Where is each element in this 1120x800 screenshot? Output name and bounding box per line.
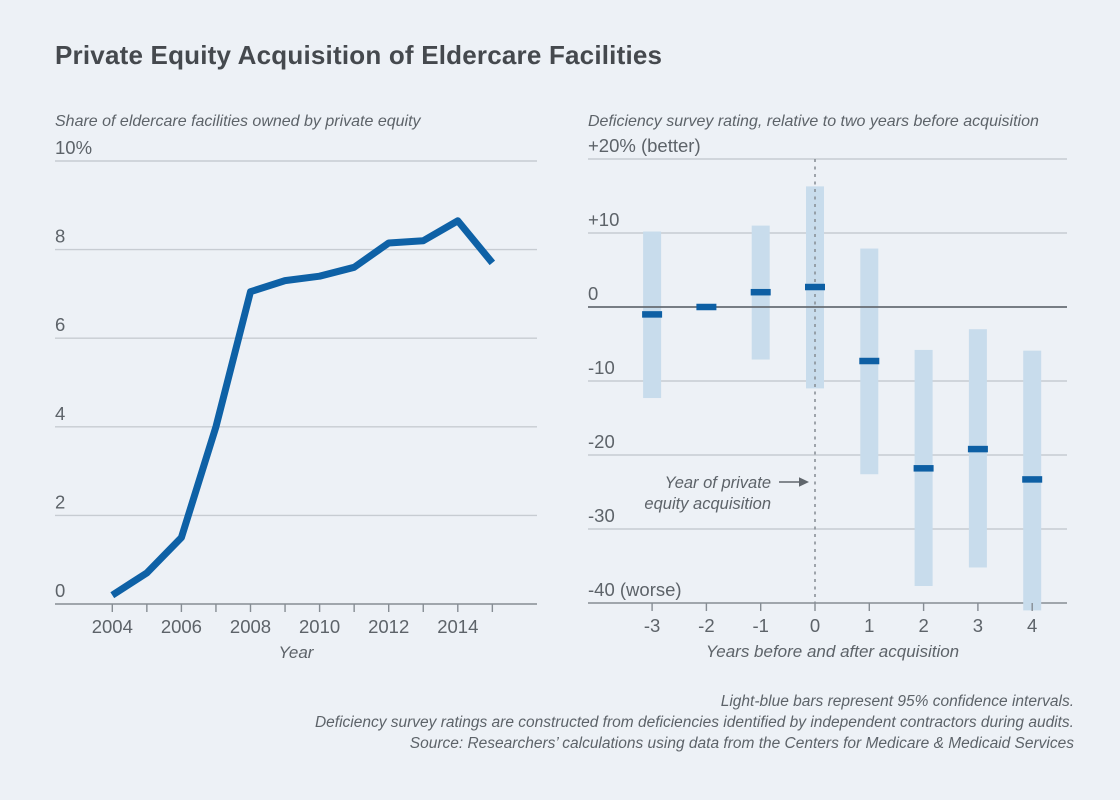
svg-text:-10: -10 [588,357,615,378]
svg-text:+10: +10 [588,209,619,230]
svg-text:2004: 2004 [92,616,133,637]
svg-text:3: 3 [973,615,983,636]
svg-text:2012: 2012 [368,616,409,637]
svg-text:-40 (worse): -40 (worse) [588,579,682,600]
svg-text:0: 0 [55,580,65,601]
note-source: Source: Researchers’ calculations using … [409,735,1074,752]
pe-share-line-chart: 10% 8 6 4 2 0 2004 2006 2008 2010 2012 2014 Year [55,137,537,662]
svg-text:Year: Year [279,643,315,662]
note-rating-definition: Deficiency survey ratings are constructe… [314,714,1074,731]
svg-text:2006: 2006 [161,616,202,637]
svg-text:2: 2 [918,615,928,636]
svg-text:2010: 2010 [299,616,340,637]
figure-title: Private Equity Acquisition of Eldercare … [55,40,663,70]
right-chart-subtitle: Deficiency survey rating, relative to tw… [588,113,1039,130]
svg-text:2008: 2008 [230,616,271,637]
svg-text:1: 1 [864,615,874,636]
svg-text:Year of private: Year of private [665,474,771,492]
svg-text:-30: -30 [588,505,615,526]
svg-text:-2: -2 [698,615,714,636]
left-chart-subtitle: Share of eldercare facilities owned by p… [55,113,421,130]
svg-text:10%: 10% [55,137,92,158]
svg-text:6: 6 [55,314,65,335]
svg-text:equity acquisition: equity acquisition [644,495,771,513]
svg-text:0: 0 [588,283,598,304]
svg-text:+20% (better): +20% (better) [588,135,701,156]
svg-text:0: 0 [810,615,820,636]
svg-text:4: 4 [55,403,65,424]
svg-text:2014: 2014 [437,616,478,637]
note-ci-definition: Light-blue bars represent 95% confidence… [720,693,1074,710]
deficiency-rating-ci-chart: +20% (better)+100-10-20-30-40 (worse)-3-… [588,135,1067,661]
svg-text:-3: -3 [644,615,660,636]
svg-text:4: 4 [1027,615,1037,636]
svg-text:8: 8 [55,226,65,247]
svg-text:Years before and after acquisi: Years before and after acquisition [706,642,959,661]
svg-text:2: 2 [55,491,65,512]
svg-text:-1: -1 [752,615,768,636]
figure-notes: Light-blue bars represent 95% confidence… [315,691,1074,754]
svg-text:-20: -20 [588,431,615,452]
